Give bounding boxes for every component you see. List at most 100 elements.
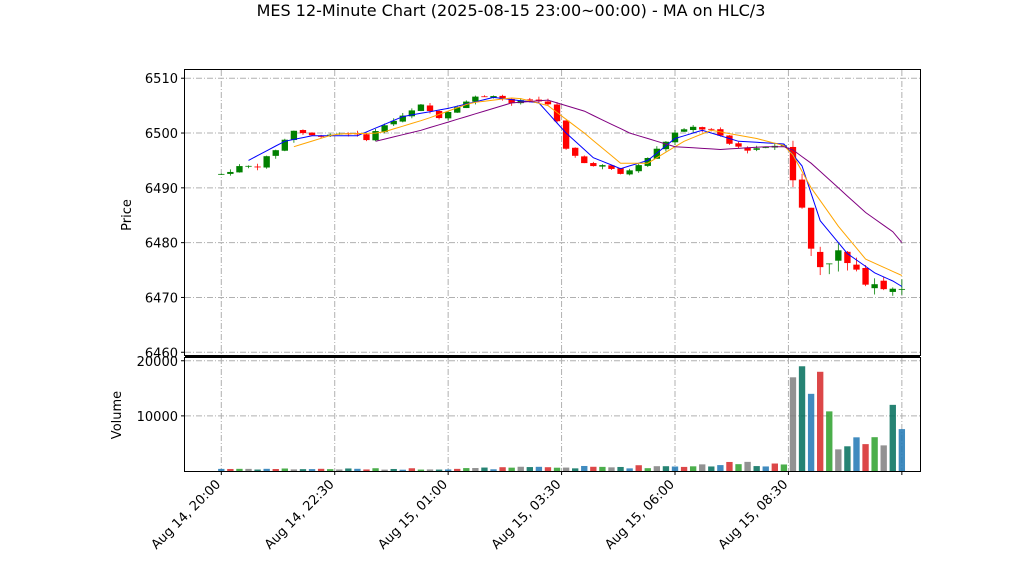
- candle-body: [798, 179, 806, 208]
- time-axis-ticks: Aug 14, 20:00 Aug 14, 22:30 Aug 15, 01:00 A…: [149, 471, 903, 553]
- volume-bar: [880, 445, 887, 471]
- volume-bar: [753, 466, 760, 471]
- volume-bar: [844, 446, 851, 471]
- chart-title: MES 12-Minute Chart (2025-08-15 23:00~00…: [257, 1, 766, 20]
- volume-bar: [626, 468, 633, 471]
- candle-body: [426, 105, 434, 111]
- volume-bar: [789, 377, 797, 471]
- candle-body: [218, 173, 225, 175]
- candle-body: [590, 163, 597, 167]
- candle-body: [499, 95, 506, 99]
- volume-bar: [490, 469, 497, 471]
- volume-bar: [717, 465, 724, 471]
- volume-bar: [562, 467, 570, 471]
- volume-bar: [699, 464, 706, 471]
- volume-bar: [390, 468, 397, 471]
- candle-body: [871, 284, 878, 289]
- volume-bar: [708, 466, 715, 471]
- candle-body: [562, 120, 570, 149]
- price-axis-ticks: 6460 6470 6480 6490 6500 6510: [145, 72, 185, 361]
- candle-body: [717, 129, 724, 136]
- volume-bar: [590, 466, 597, 471]
- volume-bar: [354, 468, 361, 471]
- candle-body: [544, 101, 552, 105]
- volume-bar: [771, 463, 778, 471]
- volume-bar: [444, 469, 452, 471]
- volume-bar: [399, 469, 406, 471]
- volume-bar: [272, 469, 279, 471]
- candle-body: [826, 263, 833, 265]
- volume-bar: [635, 465, 642, 471]
- volume-bar: [826, 411, 833, 471]
- candle-body: [399, 115, 406, 122]
- volume-bar: [798, 366, 806, 471]
- volume-axis-ticks: 10000 20000: [137, 355, 185, 425]
- volume-bar: [780, 464, 788, 471]
- volume-gridlines: [185, 358, 920, 471]
- volume-tick-label: 20000: [137, 355, 178, 370]
- candle-body: [572, 147, 579, 156]
- candle-body: [608, 165, 615, 169]
- price-tick-label: 6500: [145, 127, 178, 142]
- volume-bar: [871, 437, 878, 471]
- moving-average-line: [293, 97, 903, 276]
- volume-bar: [218, 468, 225, 471]
- volume-bar: [544, 467, 552, 471]
- volume-bar: [835, 449, 842, 471]
- candle-body: [254, 166, 261, 168]
- candle-body: [472, 96, 479, 102]
- volume-bar: [671, 466, 679, 471]
- volume-bar: [572, 468, 579, 471]
- candle-body: [807, 207, 815, 249]
- volume-bar: [735, 464, 742, 471]
- candle-body: [626, 170, 633, 175]
- candle-body: [708, 128, 715, 130]
- price-tick-label: 6460: [145, 346, 178, 361]
- volume-bar: [245, 468, 252, 471]
- volume-bar: [599, 466, 606, 471]
- volume-bar: [254, 469, 261, 471]
- volume-bar: [281, 468, 288, 471]
- candle-body: [408, 110, 416, 117]
- candle-body: [644, 158, 651, 166]
- candle-body: [699, 127, 706, 130]
- volume-bar: [617, 466, 624, 471]
- volume-bar: [381, 469, 388, 471]
- candle-body: [454, 107, 461, 113]
- volume-bar: [526, 467, 533, 471]
- candle-body: [835, 250, 842, 261]
- candle-body: [762, 147, 769, 149]
- volume-bar: [372, 468, 379, 471]
- moving-average-lines: [248, 96, 903, 287]
- volume-bar: [308, 469, 316, 471]
- candle-body: [517, 100, 524, 104]
- candle-body: [844, 251, 851, 264]
- candle-body: [753, 148, 760, 150]
- candle-body: [236, 166, 243, 173]
- candle-body: [680, 129, 688, 132]
- volume-bar: [435, 469, 443, 471]
- candle-body: [599, 165, 606, 167]
- candle-body: [263, 156, 270, 168]
- candle-body: [490, 96, 497, 98]
- candle-body: [227, 171, 234, 174]
- volume-bar: [853, 437, 860, 471]
- candle-body: [635, 165, 642, 172]
- candle-body: [789, 146, 797, 181]
- candle-body: [853, 264, 860, 270]
- candle-body: [508, 98, 515, 104]
- volume-bar: [889, 404, 896, 471]
- time-tick-label: Aug 15, 06:00: [602, 477, 678, 553]
- volume-bar: [417, 469, 425, 471]
- volume-bar: [726, 461, 733, 471]
- candle-body: [889, 288, 896, 292]
- price-tick-label: 6490: [145, 182, 178, 197]
- volume-bar: [553, 467, 561, 471]
- volume-plot-frame: [184, 357, 921, 472]
- volume-bar: [662, 466, 670, 471]
- time-tick-label: Aug 14, 22:30: [262, 477, 338, 553]
- volume-tick-label: 10000: [137, 410, 178, 425]
- candle-body: [726, 135, 733, 144]
- candle-body: [481, 96, 488, 98]
